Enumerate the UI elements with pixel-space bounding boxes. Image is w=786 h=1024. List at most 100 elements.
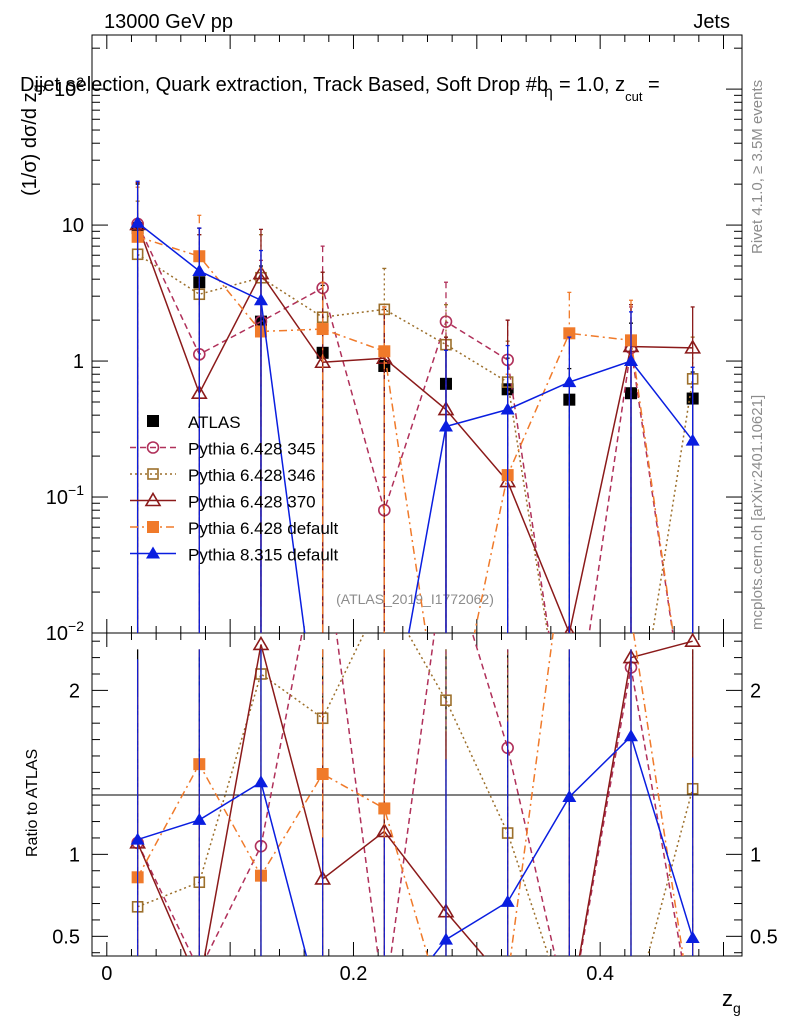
legend-marker (147, 415, 159, 427)
ratio-series-pythia-6-428-346 (131, 633, 699, 1023)
ratio-point (253, 775, 268, 788)
ratio-series-atlas (136, 649, 694, 956)
ratio-series-line (137, 734, 694, 956)
legend-marker (146, 441, 160, 454)
ratio-point (502, 973, 514, 985)
series-line (137, 253, 694, 633)
y-tick-label: 10−1 (46, 482, 84, 509)
series-line (137, 236, 674, 633)
ratio-tick-label-right: 2 (750, 680, 761, 702)
ratio-point (562, 789, 577, 802)
data-point (500, 402, 515, 415)
ratio-point (685, 930, 700, 943)
y-axis-label-main: (1/σ) dσ/d zg (19, 85, 45, 196)
x-tick-label: 0.4 (586, 963, 614, 985)
data-point (562, 375, 577, 388)
ratio-tick-label-right: 0.5 (750, 926, 778, 948)
mcplots-label: mcplots.cern.ch [arXiv:2401.10621] (749, 395, 766, 630)
series-atlas (131, 183, 699, 633)
ratio-point (440, 694, 452, 707)
legend-label: Pythia 6.428 default (188, 519, 339, 538)
data-point (378, 345, 391, 358)
ratio-point (194, 965, 205, 976)
ratio-series-line (136, 633, 683, 956)
plot-title-main: Dijet selection, Quark extraction, Track… (20, 74, 548, 96)
data-point (438, 419, 453, 432)
ratio-point (438, 932, 453, 945)
data-point (316, 323, 329, 336)
header-process: Jets (693, 11, 730, 33)
legend: ATLAS Pythia 6.428 345 Pythia 6.428 346 Pyt… (130, 413, 339, 565)
data-point (684, 339, 702, 354)
ratio-point (500, 894, 515, 907)
ratio-point (316, 768, 329, 781)
ratio-point (377, 1011, 391, 1023)
ratio-point (501, 977, 515, 989)
ratio-series-line (137, 633, 694, 956)
plot-title-eta: η (544, 84, 553, 101)
legend-label: Pythia 8.315 default (188, 546, 339, 565)
ratio-point (623, 729, 638, 742)
series-pythia-8-315-default (130, 180, 700, 633)
main-plot-series (129, 180, 702, 633)
data-point (563, 327, 576, 340)
ratio-point (626, 1013, 636, 1023)
legend-marker (144, 491, 162, 507)
ratio-tick-label: 1 (69, 844, 80, 866)
x-tick-label: 0.2 (340, 963, 368, 985)
legend-label: Pythia 6.428 346 (188, 466, 316, 485)
x-axis-label: zg (722, 986, 741, 1016)
series-pythia-6-428-346 (131, 200, 699, 633)
header-energy: 13000 GeV pp (104, 11, 233, 33)
legend-label: ATLAS (188, 413, 241, 432)
axes-ticks: 0 0.2 0.4 10−2 10−1 1 10 102 0.5 0.5 1 1 2 2 (46, 35, 778, 985)
y-tick-label: 10 (62, 215, 84, 237)
ratio-point (564, 1013, 574, 1023)
data-point (192, 263, 207, 276)
data-point (623, 354, 638, 367)
ratio-series-line (136, 633, 684, 956)
ratio-tick-label-right: 1 (750, 844, 761, 866)
ratio-point (684, 633, 702, 647)
ratio-point (687, 1013, 698, 1024)
x-tick-label: 0 (101, 963, 112, 985)
ratio-tick-label: 2 (69, 680, 80, 702)
ratio-point (440, 1012, 452, 1024)
legend-marker (147, 521, 159, 533)
ratio-plot-series (129, 633, 702, 1024)
ratio-point (192, 979, 206, 991)
data-point (685, 433, 700, 446)
data-point (564, 624, 575, 633)
ratio-series-pythia-6-428-370 (129, 633, 702, 1020)
ratio-point (564, 1013, 575, 1024)
y-tick-label: 1 (73, 351, 84, 373)
series-line (136, 223, 674, 633)
y-tick-label: 102 (54, 74, 84, 101)
legend-marker (147, 468, 159, 480)
legend-label: Pythia 6.428 345 (188, 440, 316, 459)
ratio-point (316, 1011, 330, 1023)
ratio-series-line (136, 640, 693, 956)
y-tick-label: 10−2 (46, 618, 84, 645)
legend-marker (146, 546, 160, 559)
ratio-series-pythia-8-315-default (130, 649, 700, 1023)
plot-title-cut: cut (625, 89, 643, 104)
ratio-point (130, 832, 145, 845)
ratio-point (378, 802, 391, 815)
data-point (130, 215, 145, 228)
y-axis-label-ratio: Ratio to ATLAS (24, 749, 41, 857)
series-line (137, 222, 694, 633)
ratio-point (562, 1008, 576, 1020)
data-point (253, 293, 268, 306)
ratio-point (192, 812, 207, 825)
ratio-point (379, 999, 390, 1010)
rivet-version-label: Rivet 4.1.0, ≥ 3.5M events (749, 80, 766, 254)
plot-title: Dijet selection, Quark extraction, Track… (20, 74, 660, 104)
ratio-point (687, 1012, 699, 1024)
plot-title-end: = (642, 74, 659, 96)
plot-title-tail: = 1.0, z (559, 74, 625, 96)
series-pythia-6-428-370 (129, 182, 702, 633)
legend-label: Pythia 6.428 370 (188, 493, 316, 512)
series-line (136, 224, 693, 633)
